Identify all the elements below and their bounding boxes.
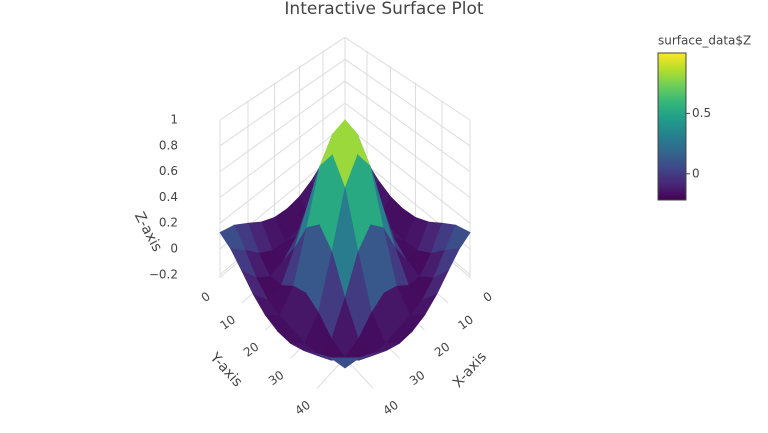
grid-line — [219, 80, 346, 173]
z-tick-label: 1 — [170, 113, 178, 127]
y-axis-title: Y-axis — [206, 349, 245, 390]
grid-line — [344, 124, 471, 224]
grid-line — [344, 102, 471, 198]
colorbar-tick-label: 0 — [692, 166, 700, 180]
grid-line — [344, 58, 471, 147]
y-tick-label: 20 — [241, 339, 262, 359]
grid-line — [219, 36, 346, 121]
grid-line — [219, 58, 346, 147]
z-tick-label: 0 — [170, 242, 178, 256]
grid-line — [344, 36, 471, 121]
z-tick-label: 0.6 — [159, 164, 178, 178]
grid-line — [219, 102, 346, 198]
x-tick-label: 10 — [455, 312, 476, 332]
x-axis-title: X-axis — [450, 349, 490, 391]
colorbar-tick-label: 0.5 — [692, 106, 711, 120]
y-tick-label: 0 — [199, 289, 213, 305]
surface-patch — [329, 357, 361, 369]
z-tick-label: 0.2 — [159, 216, 178, 230]
x-tick-label: 0 — [481, 289, 495, 305]
colorbar — [657, 52, 687, 201]
z-tick-label: −0.2 — [149, 267, 178, 281]
x-tick-label: 20 — [432, 339, 453, 359]
grid-line — [219, 124, 346, 224]
z-tick-label: 0.4 — [159, 190, 178, 204]
y-tick-label: 10 — [217, 312, 238, 332]
y-tick-label: 30 — [266, 368, 287, 388]
y-tick-label: 40 — [292, 398, 313, 418]
x-tick-label: 40 — [380, 398, 401, 418]
z-tick-label: 0.8 — [159, 138, 178, 152]
colorbar-title: surface_data$Z — [658, 34, 751, 48]
grid-line — [344, 80, 471, 173]
chart-title: Interactive Surface Plot — [284, 0, 484, 19]
x-tick-label: 30 — [407, 368, 428, 388]
